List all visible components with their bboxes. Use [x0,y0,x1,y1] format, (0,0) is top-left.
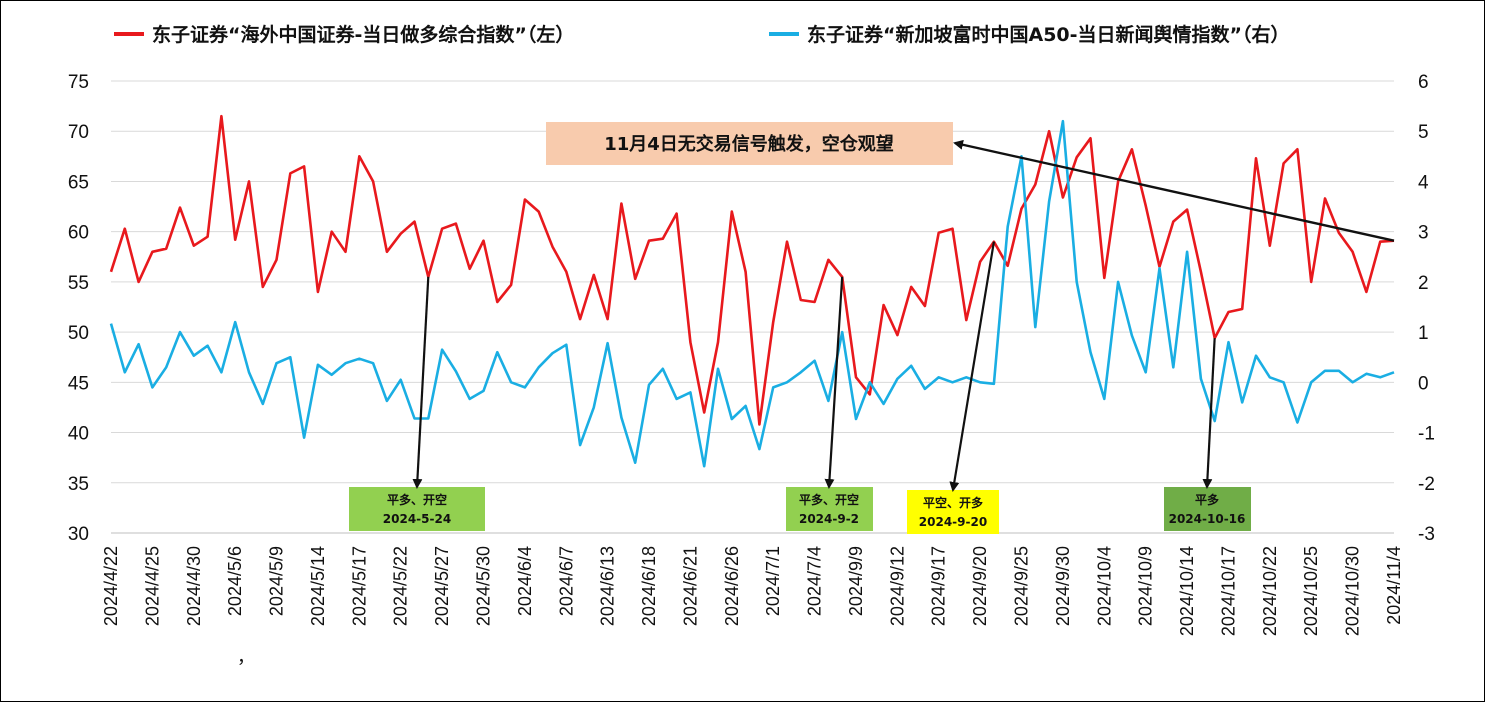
y-left-tick-label: 75 [68,72,89,93]
y-right-tick-label: -1 [1418,424,1435,445]
signal-box-4-date: 2024-10-16 [1169,512,1246,526]
x-tick-label: 2024/9/12 [887,546,907,626]
x-tick-label: 2024/10/17 [1218,546,1238,636]
x-tick-label: 2024/5/9 [267,546,287,616]
x-tick-label: 2024/9/25 [1012,546,1032,626]
y-right-tick-label: 3 [1418,223,1429,244]
signal-box-2-bg [786,487,873,531]
x-tick-label: 2024/9/17 [929,546,949,626]
y-left-tick-label: 65 [68,172,89,193]
y-right-tick-label: 4 [1418,172,1429,193]
signal-box-4-action: 平多 [1195,492,1219,507]
y-left-tick-label: 30 [68,524,89,545]
signal-arrow [824,276,844,489]
signal-arrow [412,276,430,489]
y-right-tick-label: 5 [1418,122,1429,143]
y-left-tick-label: 35 [68,474,89,495]
legend-label-left-series: 东子证券“海外中国证券-当日做多综合指数”（左） [152,23,574,46]
y-left-tick-label: 50 [68,323,89,344]
stray-comma: ， [237,647,255,667]
x-tick-label: 2024/7/1 [763,546,783,616]
series-line-left [109,114,1395,426]
y-left-tick-label: 40 [68,424,89,445]
x-tick-label: 2024/6/7 [556,546,576,616]
x-tick-label: 2024/11/4 [1384,546,1404,625]
signal-box-4: 平多 2024-10-16 [1164,487,1251,531]
x-tick-label: 2024/5/27 [432,546,452,626]
x-tick-label: 2024/10/4 [1094,546,1114,626]
series-lines [109,114,1395,468]
x-tick-label: 2024/4/22 [101,546,121,626]
series-line-right [109,119,1395,468]
signal-box-2: 平多、开空 2024-9-2 [786,487,873,531]
signal-box-1-date: 2024-5-24 [383,512,451,526]
signal-box-3: 平空、开多 2024-9-20 [907,490,999,534]
axes: 30354045505560657075-3-2-101234562024/4/… [68,72,1435,636]
legend: 东子证券“海外中国证券-当日做多综合指数”（左） 东子证券“新加坡富时中国A50… [114,23,1290,46]
signal-box-3-action: 平空、开多 [923,495,983,510]
y-left-tick-label: 70 [68,122,89,143]
signal-box-4-bg [1164,487,1251,531]
x-tick-label: 2024/5/17 [349,546,369,626]
x-tick-label: 2024/9/20 [970,546,990,626]
x-tick-label: 2024/6/18 [639,546,659,626]
signal-box-2-date: 2024-9-2 [799,512,859,526]
annotation-text: 11月4日无交易信号触发，空仓观望 [604,133,894,155]
x-tick-label: 2024/9/30 [1053,546,1073,626]
annotation-callout: 11月4日无交易信号触发，空仓观望 [546,122,953,165]
y-right-tick-label: 2 [1418,273,1429,294]
y-right-tick-label: -3 [1418,524,1435,545]
legend-label-right-series: 东子证券“新加坡富时中国A50-当日新闻舆情指数”（右） [807,23,1290,46]
y-left-tick-label: 55 [68,273,89,294]
signal-box-1-bg [349,487,485,531]
y-right-tick-label: 6 [1418,72,1429,93]
y-right-tick-label: -2 [1418,474,1435,495]
x-tick-label: 2024/7/4 [805,546,825,616]
annotation-arrow [953,139,1395,242]
x-tick-label: 2024/6/26 [722,546,742,626]
signal-box-3-bg [907,490,999,534]
x-tick-label: 2024/6/4 [515,546,535,616]
signal-box-3-date: 2024-9-20 [919,515,987,529]
signal-box-1: 平多、开空 2024-5-24 [349,487,485,531]
x-tick-label: 2024/6/21 [680,546,700,626]
x-tick-label: 2024/6/13 [598,546,618,626]
signal-box-1-action: 平多、开空 [387,492,447,507]
x-tick-label: 2024/4/30 [184,546,204,626]
y-right-tick-label: 1 [1418,323,1429,344]
y-right-tick-label: 0 [1418,373,1429,394]
signal-arrow [1202,338,1216,489]
x-tick-label: 2024/5/30 [473,546,493,626]
x-tick-label: 2024/5/6 [225,546,245,616]
signal-box-2-action: 平多、开空 [799,492,859,507]
x-tick-label: 2024/10/14 [1177,546,1197,636]
x-tick-label: 2024/4/25 [142,546,162,626]
x-tick-label: 2024/10/9 [1136,546,1156,626]
arrows [412,139,1395,492]
y-left-tick-label: 60 [68,223,89,244]
signal-arrow [949,241,996,492]
x-tick-label: 2024/5/22 [391,546,411,626]
y-left-tick-label: 45 [68,373,89,394]
annotation-box [546,122,953,165]
x-tick-label: 2024/10/25 [1301,546,1321,636]
x-tick-label: 2024/10/30 [1343,546,1363,636]
x-tick-label: 2024/5/14 [308,546,328,626]
x-tick-label: 2024/10/22 [1260,546,1280,636]
x-tick-label: 2024/9/9 [846,546,866,616]
